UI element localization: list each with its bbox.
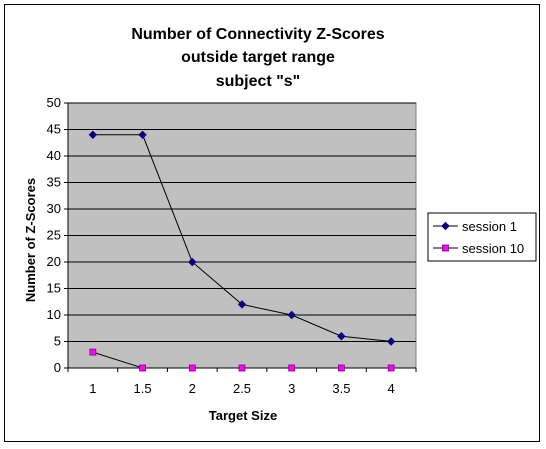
legend-label: session 1 bbox=[462, 219, 517, 234]
gridlines bbox=[68, 102, 416, 342]
x-tick-label: 1.5 bbox=[134, 381, 152, 396]
y-tick-label: 35 bbox=[47, 175, 61, 190]
x-tick-label: 3.5 bbox=[332, 381, 350, 396]
data-point bbox=[288, 364, 296, 372]
data-point bbox=[237, 300, 247, 309]
data-point bbox=[89, 348, 97, 356]
y-tick-label: 0 bbox=[54, 360, 61, 375]
x-axis-ticks: 1 1.5 2 2.5 3 3.5 4 bbox=[67, 368, 417, 396]
y-tick-label: 5 bbox=[54, 334, 61, 349]
x-tick-label: 4 bbox=[388, 381, 395, 396]
y-tick-label: 15 bbox=[47, 281, 61, 296]
chart-title-line-2: outside target range bbox=[181, 49, 335, 66]
y-axis-ticks: 0 5 10 15 20 25 30 35 40 45 50 bbox=[47, 95, 68, 375]
data-point bbox=[287, 310, 296, 320]
legend-entry-1: session 1 bbox=[433, 219, 517, 234]
series-1 bbox=[88, 130, 396, 346]
y-tick-label: 45 bbox=[47, 122, 61, 137]
data-point bbox=[188, 364, 196, 372]
data-point bbox=[138, 130, 147, 140]
data-point bbox=[88, 130, 98, 140]
data-point bbox=[139, 364, 146, 372]
y-tick-label: 40 bbox=[47, 148, 61, 163]
series-2 bbox=[89, 348, 395, 372]
legend-marker bbox=[441, 221, 450, 231]
x-tick-label: 1 bbox=[89, 381, 96, 396]
x-axis-title: Target Size bbox=[209, 408, 277, 423]
data-point bbox=[338, 364, 345, 372]
x-tick-label: 2.5 bbox=[233, 381, 251, 396]
data-point bbox=[188, 257, 197, 267]
legend-marker bbox=[442, 244, 449, 252]
legend-entry-2: session 10 bbox=[433, 241, 524, 256]
data-point bbox=[387, 364, 395, 372]
data-point bbox=[337, 331, 346, 341]
y-tick-label: 50 bbox=[47, 95, 61, 110]
y-axis-title: Number of Z-Scores bbox=[23, 178, 38, 302]
data-point bbox=[238, 364, 246, 372]
chart-title: Number of Connectivity Z-Scores outside … bbox=[131, 26, 384, 90]
y-tick-label: 30 bbox=[47, 201, 61, 216]
chart-title-line-3: subject "s" bbox=[216, 73, 301, 90]
data-point bbox=[386, 337, 396, 346]
chart-title-line-1: Number of Connectivity Z-Scores bbox=[131, 26, 384, 43]
y-tick-label: 25 bbox=[47, 228, 61, 243]
legend-label: session 10 bbox=[462, 241, 524, 256]
y-tick-label: 20 bbox=[47, 254, 61, 269]
legend-box bbox=[427, 212, 537, 262]
x-tick-label: 2 bbox=[189, 381, 196, 396]
series-layer bbox=[88, 130, 396, 372]
y-tick-label: 10 bbox=[47, 307, 61, 322]
x-tick-label: 3 bbox=[288, 381, 295, 396]
legend: session 1 session 10 bbox=[427, 212, 537, 262]
